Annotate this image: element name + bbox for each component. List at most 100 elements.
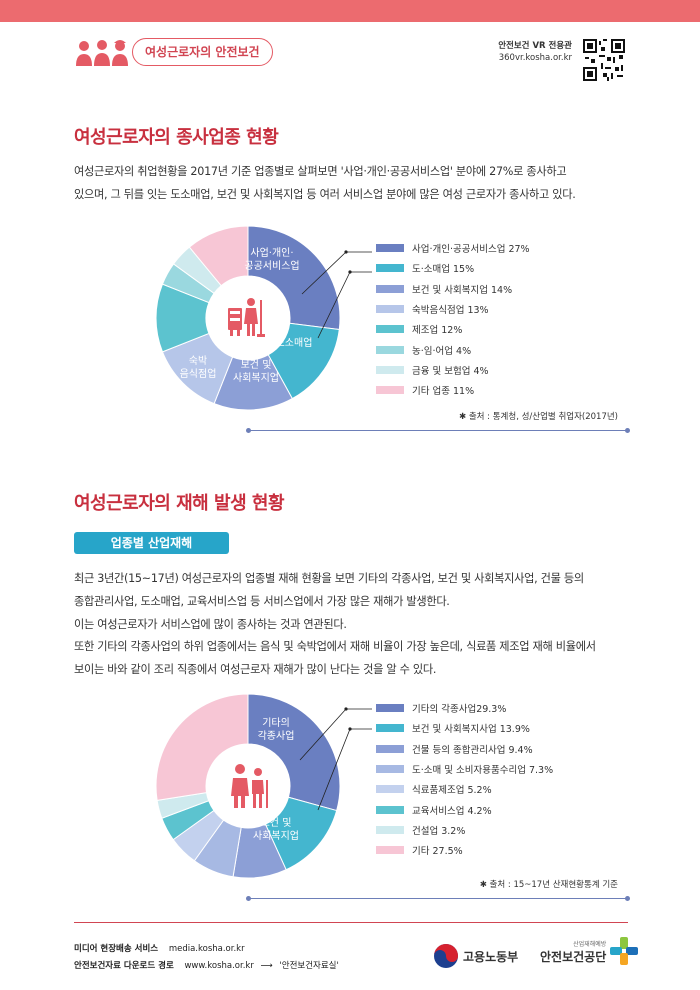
legend-item: 보건 및 사회복지사업 13.9% <box>376 718 553 738</box>
footer-download-url[interactable]: www.kosha.or.kr <box>184 961 254 971</box>
section2-title: 여성근로자의 재해 발생 현황 <box>74 493 285 514</box>
legend-swatch <box>376 805 404 814</box>
section2-source: ✱ 출처 : 15~17년 산재현황통계 기준 <box>479 880 618 890</box>
donut-slice <box>247 693 341 812</box>
slice-label: 숙박 음식점업 <box>180 355 217 380</box>
kosha-logo: 산업재해예방 안전보건공단 <box>540 937 639 965</box>
legend-item: 교육서비스업 4.2% <box>376 799 553 819</box>
footer-media-row: 미디어 현장배송 서비스 media.kosha.or.kr <box>74 942 245 954</box>
legend-label: 기타 업종 11% <box>412 386 475 398</box>
injury-by-industry-tag: 업종별 산업재해 <box>74 532 229 554</box>
chart1-legend: 사업·개인·공공서비스업 27% 도·소매업 15% 보건 및 사회복지업 14% 숙… <box>376 238 530 400</box>
kosha-cross-icon <box>610 937 639 965</box>
header-brand: 여성근로자의 안전보건 <box>74 36 273 68</box>
footer-divider <box>74 922 628 923</box>
legend-label: 사업·개인·공공서비스업 27% <box>412 244 530 256</box>
legend-label: 제조업 12% <box>412 325 463 337</box>
legend-item: 기타의 각종사업29.3% <box>376 698 553 718</box>
legend-label: 교육서비스업 4.2% <box>412 805 492 817</box>
legend-swatch <box>376 284 404 293</box>
care-worker-elderly-icon <box>231 764 268 808</box>
legend-swatch <box>376 325 404 334</box>
slice-label: 보건 및 사회복지업 <box>233 359 279 384</box>
cleaning-worker-icon <box>228 298 265 337</box>
vr-info: 안전보건 VR 전용관 360vr.kosha.or.kr <box>498 40 572 64</box>
legend-swatch <box>376 305 404 314</box>
footer-media-label: 미디어 현장배송 서비스 <box>74 944 159 954</box>
section2-paragraph-2: 또한 기타의 각종사업의 하위 업종에서는 음식 및 숙박업에서 재해 비율이 … <box>74 635 634 681</box>
vr-label: 안전보건 VR 전용관 <box>498 41 572 51</box>
section2-para-line: 종합관리사업, 도소매업, 교육서비스업 등 서비스업에서 가장 많은 재해가 … <box>74 595 450 608</box>
legend-swatch <box>376 825 404 834</box>
legend-item: 제조업 12% <box>376 319 530 339</box>
slice-label: 도소매업 <box>276 336 313 349</box>
section1-para-line: 여성근로자의 취업현황을 2017년 기준 업종별로 살펴보면 '사업·개인·공… <box>74 165 567 178</box>
donut-slice <box>155 693 249 801</box>
footer-download-row: 안전보건자료 다운로드 경로 www.kosha.or.kr ⟶ '안전보건자료… <box>74 959 339 971</box>
donut-slice <box>247 225 341 331</box>
legend-item: 식료품제조업 5.2% <box>376 779 553 799</box>
donut-slice <box>188 225 249 287</box>
legend-swatch <box>376 345 404 354</box>
legend-item: 보건 및 사회복지업 14% <box>376 279 530 299</box>
slice-label: 기타의 각종사업 <box>258 717 295 742</box>
legend-item: 숙박음식점업 13% <box>376 299 530 319</box>
legend-swatch <box>376 365 404 374</box>
legend-label: 금융 및 보험업 4% <box>412 365 489 377</box>
kosha-name: 안전보건공단 <box>540 950 607 964</box>
legend-label: 건물 등의 종합관리사업 9.4% <box>412 744 533 756</box>
legend-swatch <box>376 724 404 733</box>
legend-item: 도·소매업 15% <box>376 258 530 278</box>
legend-item: 기타 27.5% <box>376 840 553 860</box>
section1-source: ✱ 출처 : 통계청, 성/산업별 취업자(2017년) <box>459 412 618 422</box>
footer-download-target: '안전보건자료실' <box>279 961 339 971</box>
section2-para-line: 이는 여성근로자가 서비스업에 많이 종사하는 것과 연관된다. <box>74 618 347 631</box>
section2-divider <box>246 896 630 901</box>
legend-label: 식료품제조업 5.2% <box>412 785 492 797</box>
legend-item: 도·소매 및 소비자용품수리업 7.3% <box>376 759 553 779</box>
legend-item: 사업·개인·공공서비스업 27% <box>376 238 530 258</box>
legend-label: 건설업 3.2% <box>412 825 466 837</box>
legend-swatch <box>376 244 404 253</box>
section1-para-line: 있으며, 그 뒤를 잇는 도소매업, 보건 및 사회복지업 등 여러 서비스업 … <box>74 188 576 201</box>
section1-paragraph: 여성근로자의 취업현황을 2017년 기준 업종별로 살펴보면 '사업·개인·공… <box>74 160 634 206</box>
slice-label: 보건 및 사회복지업 <box>253 817 299 842</box>
header-title-pill: 여성근로자의 안전보건 <box>132 38 273 66</box>
qr-code-icon[interactable] <box>583 39 625 81</box>
legend-swatch <box>376 785 404 794</box>
legend-label: 기타의 각종사업29.3% <box>412 704 507 716</box>
legend-swatch <box>376 744 404 753</box>
legend-swatch <box>376 704 404 713</box>
legend-item: 기타 업종 11% <box>376 380 530 400</box>
legend-label: 도·소매 및 소비자용품수리업 7.3% <box>412 765 554 777</box>
section2-paragraph-1: 최근 3년간(15~17년) 여성근로자의 업종별 재해 현황을 보면 기타의 … <box>74 567 634 636</box>
legend-label: 기타 27.5% <box>412 846 463 858</box>
chart2-legend: 기타의 각종사업29.3% 보건 및 사회복지사업 13.9% 건물 등의 종합관리… <box>376 698 553 860</box>
moel-name: 고용노동부 <box>463 949 519 964</box>
legend-item: 농·임·어업 4% <box>376 339 530 359</box>
footer-media-url[interactable]: media.kosha.or.kr <box>168 944 245 954</box>
footer-download-label: 안전보건자료 다운로드 경로 <box>74 961 174 971</box>
section1-title: 여성근로자의 종사업종 현황 <box>74 127 279 148</box>
legend-label: 숙박음식점업 13% <box>412 305 489 317</box>
arrow-right-icon: ⟶ <box>260 961 273 971</box>
taegeuk-icon <box>434 944 458 968</box>
top-color-bar <box>0 0 700 22</box>
legend-item: 건물 등의 종합관리사업 9.4% <box>376 739 553 759</box>
kosha-subtitle: 산업재해예방 <box>573 941 607 948</box>
legend-swatch <box>376 264 404 273</box>
women-workers-icon <box>76 40 128 66</box>
legend-swatch <box>376 846 404 855</box>
legend-label: 도·소매업 15% <box>412 264 475 276</box>
legend-swatch <box>376 765 404 774</box>
legend-label: 보건 및 사회복지업 14% <box>412 284 513 296</box>
legend-swatch <box>376 386 404 395</box>
legend-item: 건설업 3.2% <box>376 820 553 840</box>
legend-label: 보건 및 사회복지사업 13.9% <box>412 724 530 736</box>
section1-divider <box>246 428 630 433</box>
section2-para-line: 또한 기타의 각종사업의 하위 업종에서는 음식 및 숙박업에서 재해 비율이 … <box>74 640 596 653</box>
vr-url[interactable]: 360vr.kosha.or.kr <box>498 53 572 63</box>
